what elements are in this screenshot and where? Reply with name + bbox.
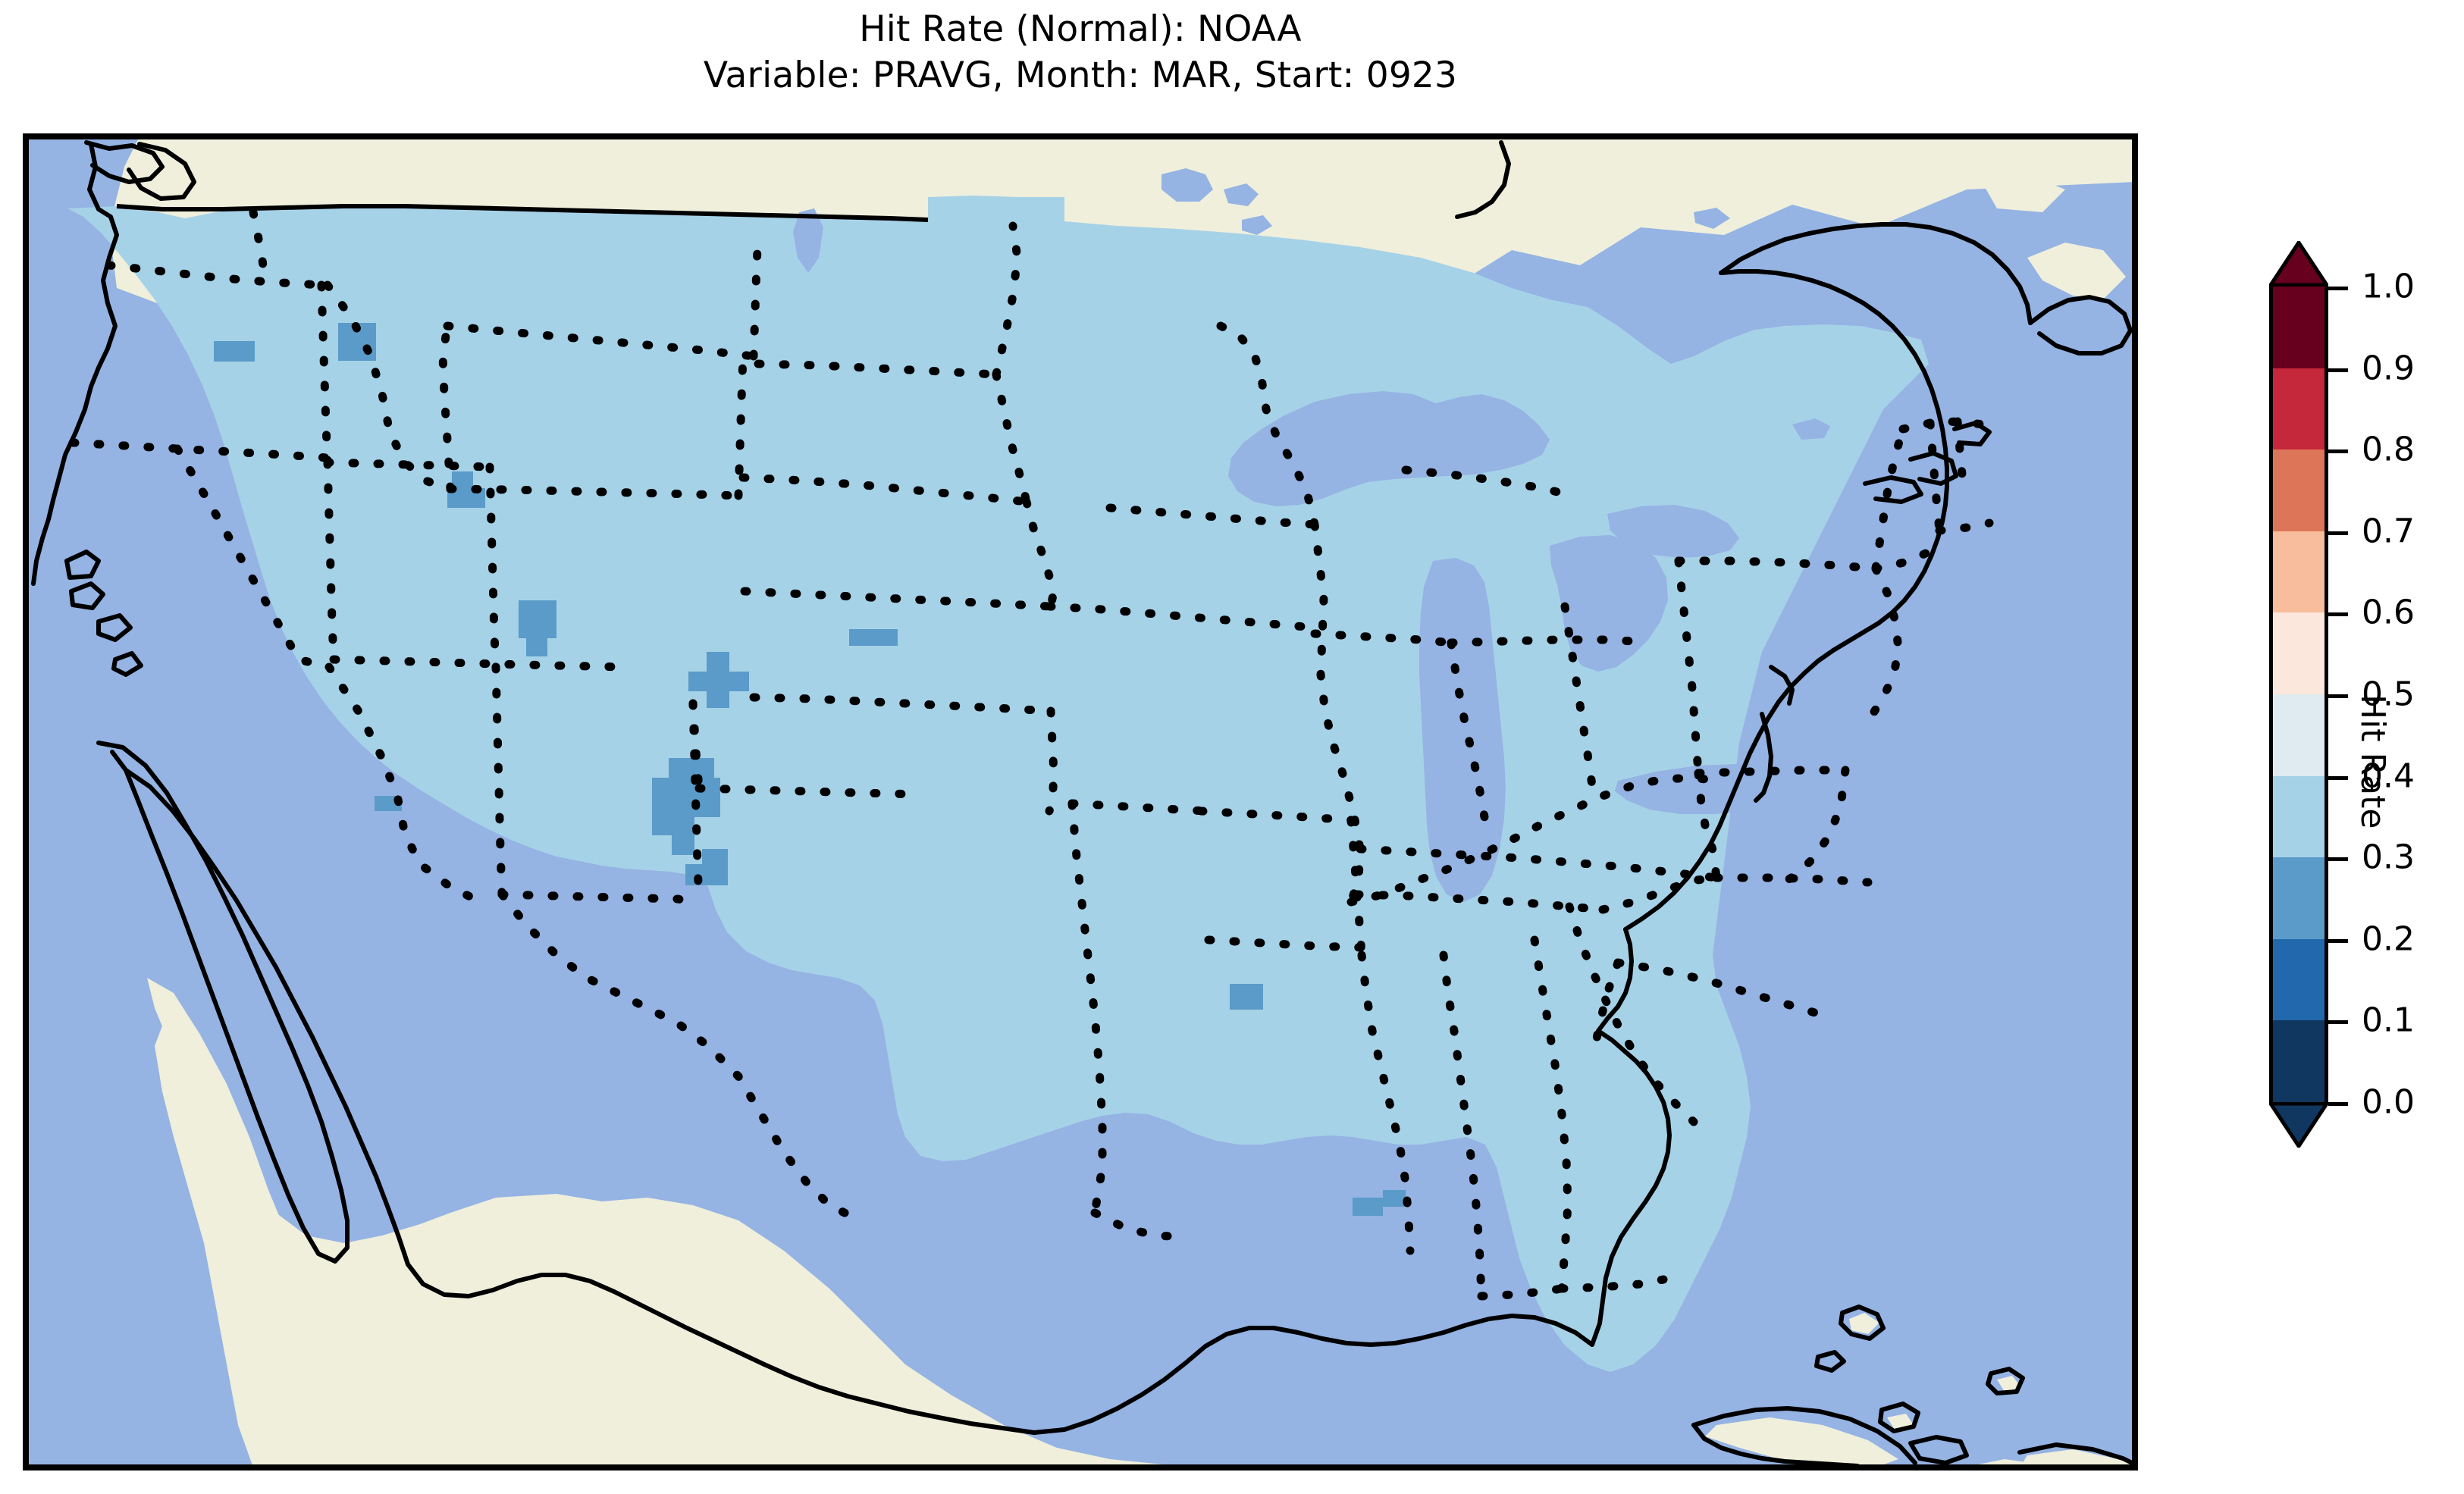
colorbar-bands	[2269, 287, 2328, 1103]
colorbar: 1.0 0.9 0.8 0.7 0.6 0.5 0.4 0.3 0.2 0.1 0.0	[2269, 241, 2415, 1148]
colorbar-frame	[2269, 287, 2328, 1102]
colorbar-axis-label: Hit Rate	[2353, 694, 2392, 829]
colorbar-tick-7	[2328, 857, 2348, 862]
colorbar-tick-6	[2328, 775, 2348, 780]
colorbar-tick-4	[2328, 612, 2348, 617]
colorbar-tick-label-6: 0.4	[2362, 756, 2415, 796]
colorbar-tick-9	[2328, 1020, 2348, 1025]
colorbar-tick-1	[2328, 368, 2348, 372]
colorbar-band-4	[2269, 612, 2328, 695]
title-line-1: Hit Rate (Normal): NOAA	[859, 8, 1302, 50]
colorbar-tick-label-2: 0.8	[2362, 430, 2415, 469]
colorbar-tick-label-5: 0.5	[2362, 675, 2415, 714]
colorbar-tick-label-7: 0.3	[2362, 838, 2415, 877]
colorbar-band-2	[2269, 449, 2328, 532]
title-line-2: Variable: PRAVG, Month: MAR, Start: 0923	[703, 55, 1458, 97]
colorbar-tick-label-8: 0.2	[2362, 919, 2415, 959]
colorbar-tick-label-9: 0.1	[2362, 1001, 2415, 1040]
colorbar-tick-3	[2328, 531, 2348, 535]
colorbar-under-arrow	[2269, 1102, 2328, 1148]
colorbar-tick-label-0: 1.0	[2362, 267, 2415, 306]
map-plot	[26, 136, 2135, 1467]
map-axes	[23, 133, 2138, 1471]
colorbar-band-3	[2269, 531, 2328, 613]
data-patches-secondary	[214, 323, 1406, 1216]
colorbar-over-arrow	[2269, 241, 2328, 287]
colorbar-tick-10	[2328, 1102, 2348, 1106]
colorbar-band-1	[2269, 368, 2328, 450]
colorbar-band-8	[2269, 938, 2328, 1021]
chart-title: Hit Rate (Normal): NOAA Variable: PRAVG,…	[0, 6, 2161, 99]
colorbar-tick-label-3: 0.7	[2362, 512, 2415, 551]
colorbar-band-0	[2269, 287, 2328, 369]
colorbar-tick-8	[2328, 938, 2348, 943]
colorbar-tick-label-10: 0.0	[2362, 1082, 2415, 1122]
colorbar-tick-label-1: 0.9	[2362, 349, 2415, 388]
colorbar-tick-5	[2328, 694, 2348, 698]
state-borders	[68, 208, 1994, 1301]
colorbar-tick-2	[2328, 449, 2348, 454]
colorbar-tick-0	[2328, 287, 2348, 290]
colorbar-band-9	[2269, 1020, 2328, 1103]
colorbar-band-6	[2269, 775, 2328, 858]
colorbar-band-5	[2269, 694, 2328, 777]
coastlines	[31, 140, 2135, 1467]
colorbar-tick-label-4: 0.6	[2362, 593, 2415, 632]
colorbar-band-7	[2269, 857, 2328, 940]
international-borders	[116, 204, 929, 222]
